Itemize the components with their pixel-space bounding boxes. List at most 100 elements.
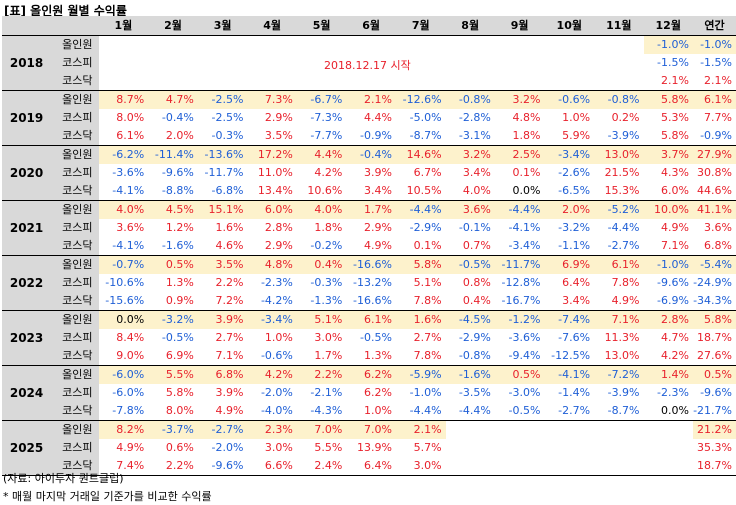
monthly-return-cell: 7.0% xyxy=(296,420,347,439)
monthly-return-cell xyxy=(544,439,594,457)
monthly-return-cell: 10.0% xyxy=(643,200,693,219)
annual-return-cell: 44.6% xyxy=(692,182,736,201)
row-label: 올인원 xyxy=(51,200,99,219)
monthly-return-cell: 4.9% xyxy=(661,221,689,234)
monthly-return-cell: 0.0% xyxy=(98,310,149,329)
annual-return-cell: -1.5% xyxy=(700,56,732,69)
monthly-return-cell xyxy=(494,457,545,476)
monthly-return-cell: 5.7% xyxy=(413,441,442,454)
annual-return-cell: 6.1% xyxy=(692,90,736,109)
monthly-return-cell: -3.7% xyxy=(148,420,198,439)
monthly-return-cell: -3.4% xyxy=(544,145,595,164)
row-label: 코스닥 xyxy=(51,402,99,421)
monthly-return-cell: 6.0% xyxy=(247,200,297,219)
table-row: 2018 올인원 -1.0% -1.0% xyxy=(2,35,736,91)
monthly-return-cell: -1.6% xyxy=(445,365,495,384)
monthly-return-cell: 1.8% xyxy=(314,221,343,234)
column-header: 12월 xyxy=(643,16,693,36)
monthly-return-cell xyxy=(544,54,594,72)
row-label: 코스닥 xyxy=(51,127,99,146)
monthly-return-cell: 1.0% xyxy=(562,111,591,124)
monthly-return-cell: 2.0% xyxy=(148,127,198,146)
monthly-return-cell: 8.0% xyxy=(148,402,198,421)
monthly-return-cell xyxy=(594,439,643,457)
monthly-return-cell: -11.7% xyxy=(204,166,244,179)
monthly-return-cell xyxy=(148,72,198,91)
column-header: 6월 xyxy=(346,16,396,36)
monthly-return-cell: 7.8% xyxy=(395,292,446,311)
monthly-return-cell: 10.5% xyxy=(395,182,446,201)
column-header: 3월 xyxy=(197,16,248,36)
monthly-return-cell: 0.0% xyxy=(494,182,545,201)
monthly-return-cell: 2.4% xyxy=(296,457,347,476)
column-header: 1월 xyxy=(98,16,149,36)
monthly-return-cell: 0.6% xyxy=(165,441,194,454)
row-label: 올인원 xyxy=(51,255,99,274)
monthly-return-cell: -7.6% xyxy=(558,331,591,344)
monthly-return-cell: 6.9% xyxy=(148,347,198,366)
monthly-return-cell: -2.0% xyxy=(211,441,244,454)
monthly-return-cell: 2.9% xyxy=(264,111,293,124)
monthly-return-cell: 5.1% xyxy=(296,310,347,329)
monthly-return-cell: 11.3% xyxy=(604,331,640,344)
monthly-return-cell: -7.8% xyxy=(98,402,149,421)
monthly-return-cell: 15.1% xyxy=(197,200,248,219)
monthly-return-cell: 4.6% xyxy=(197,237,248,256)
monthly-return-cell: -2.9% xyxy=(409,221,442,234)
monthly-return-cell: 8.4% xyxy=(116,331,145,344)
monthly-return-cell: -16.7% xyxy=(494,292,545,311)
monthly-return-cell xyxy=(98,72,149,91)
monthly-return-cell: 17.2% xyxy=(247,145,297,164)
monthly-return-cell: -9.6% xyxy=(197,457,248,476)
monthly-return-cell: -0.8% xyxy=(445,90,495,109)
monthly-return-cell: -0.1% xyxy=(458,221,491,234)
table-row: 2025 올인원 8.2% -3.7% -2.7% 2.3% 7.0% 7.0% 2.1% 21.… xyxy=(2,420,736,476)
annual-return-cell: 18.7% xyxy=(692,457,736,476)
monthly-return-cell: 8.0% xyxy=(116,111,145,124)
monthly-return-cell: 6.1% xyxy=(346,310,396,329)
monthly-return-cell xyxy=(148,54,198,72)
monthly-return-cell xyxy=(495,54,545,72)
monthly-return-cell: 5.5% xyxy=(148,365,198,384)
monthly-return-cell: -4.4% xyxy=(445,402,495,421)
monthly-return-cell: -9.4% xyxy=(494,347,545,366)
monthly-return-cell: -8.7% xyxy=(594,402,644,421)
monthly-return-cell: 1.7% xyxy=(346,200,396,219)
monthly-return-cell: 21.5% xyxy=(604,166,640,179)
monthly-return-cell xyxy=(247,72,297,91)
monthly-return-cell xyxy=(494,35,545,54)
monthly-return-cell: -3.6% xyxy=(508,331,541,344)
monthly-return-cell xyxy=(445,457,495,476)
monthly-return-cell xyxy=(99,54,149,72)
monthly-return-cell: -0.6% xyxy=(247,347,297,366)
monthly-return-cell: 3.7% xyxy=(643,145,693,164)
monthly-return-cell: -3.6% xyxy=(112,166,145,179)
monthly-return-cell: -5.2% xyxy=(594,200,644,219)
monthly-return-cell: -2.5% xyxy=(211,111,244,124)
monthly-return-cell: -2.1% xyxy=(310,386,343,399)
row-label: 코스닥 xyxy=(51,347,99,366)
monthly-return-cell: 1.6% xyxy=(215,221,244,234)
monthly-return-cell xyxy=(445,420,495,439)
monthly-return-cell xyxy=(197,72,248,91)
monthly-return-cell xyxy=(395,35,446,54)
row-label: 코스닥 xyxy=(51,237,99,256)
monthly-return-cell: -10.6% xyxy=(105,276,145,289)
column-header: 5월 xyxy=(296,16,347,36)
monthly-return-cell: 3.4% xyxy=(544,292,595,311)
monthly-return-cell: -0.2% xyxy=(296,237,347,256)
monthly-return-cell: 2.7% xyxy=(413,331,442,344)
monthly-return-cell: 6.1% xyxy=(594,255,644,274)
monthly-return-cell: 13.4% xyxy=(247,182,297,201)
column-header: 10월 xyxy=(544,16,595,36)
monthly-return-cell: 4.9% xyxy=(346,237,396,256)
year-cell: 2020 xyxy=(2,145,52,201)
monthly-return-cell: -3.2% xyxy=(558,221,591,234)
monthly-return-cell xyxy=(296,72,347,91)
monthly-return-cell: -16.6% xyxy=(346,292,396,311)
monthly-return-cell xyxy=(197,35,248,54)
column-header: 연간 xyxy=(692,16,736,36)
annual-return-cell: -34.3% xyxy=(692,292,736,311)
annual-return-cell: -5.4% xyxy=(692,255,736,274)
monthly-return-cell: -9.6% xyxy=(657,276,689,289)
